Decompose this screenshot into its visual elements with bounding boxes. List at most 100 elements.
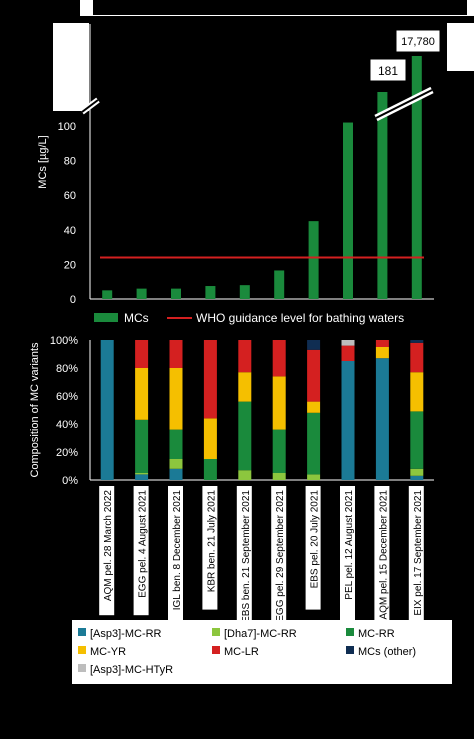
label-17780-box	[395, 29, 441, 53]
lower-y-tick-label: 20%	[56, 447, 78, 459]
legend-swatch	[78, 646, 86, 654]
legend-swatch	[212, 628, 220, 636]
stacked-segment	[272, 429, 286, 473]
upper-bar	[239, 285, 250, 299]
legend-label: [Asp3]-MC-RR	[90, 628, 162, 640]
stacked-segment	[307, 340, 321, 350]
legend-label-mcs: MCs	[124, 311, 149, 325]
stacked-segment	[307, 474, 321, 480]
upper-bar	[377, 92, 388, 299]
legend-label: MC-RR	[358, 628, 395, 640]
label-181-box	[369, 58, 407, 82]
legend-label: [Dha7]-MC-RR	[224, 628, 297, 640]
stacked-segment	[135, 474, 149, 480]
legend-swatch	[78, 664, 86, 672]
upper-bar	[308, 221, 319, 299]
category-label: PEL pel. 12 August 2021	[344, 490, 355, 600]
stacked-segment	[375, 358, 389, 480]
stacked-segment	[238, 372, 252, 402]
category-label: EBS ben. 21 September 2021	[241, 490, 252, 623]
lower-y-axis-label: Composition of MC variants	[29, 342, 41, 478]
upper-bar	[274, 270, 285, 299]
stacked-segment	[410, 411, 424, 469]
stacked-segment	[238, 340, 252, 373]
category-label-box	[99, 486, 115, 616]
legend-swatch	[212, 646, 220, 654]
stacked-segment	[341, 340, 355, 346]
stacked-segment	[410, 475, 424, 480]
legend-label: MCs (other)	[358, 646, 416, 658]
upper-y-axis-label: MCs [µg/L]	[37, 135, 49, 188]
upper-bar	[171, 288, 181, 299]
upper-y-tick-label: 80	[64, 156, 76, 168]
legend-label: MC-LR	[224, 646, 259, 658]
category-label: EGG pel. 4 August 2021	[138, 490, 149, 598]
stacked-segment	[203, 340, 217, 419]
upper-bar	[411, 56, 422, 299]
category-label: IGL ben. 8 December 2021	[172, 490, 183, 611]
category-label: AQM pel. 28 March 2022	[103, 490, 114, 602]
stacked-segment	[341, 361, 355, 480]
legend-swatch	[346, 628, 354, 636]
stacked-segment	[169, 429, 183, 459]
lower-legend-box	[72, 620, 452, 684]
upper-left-white-box	[51, 21, 91, 113]
category-label: EGG pel. 29 September 2021	[275, 490, 286, 622]
legend-swatch-mcs	[94, 313, 118, 322]
stacked-segment	[169, 468, 183, 480]
upper-bar	[102, 290, 113, 299]
lower-y-tick-label: 80%	[56, 363, 78, 375]
upper-bar	[343, 122, 353, 299]
upper-legend: MCs WHO guidance level for bathing water…	[94, 311, 404, 325]
category-label-box	[168, 486, 183, 621]
category-label-box	[271, 486, 287, 621]
category-label-box	[340, 486, 355, 621]
stacked-segment	[375, 340, 389, 347]
stacked-segment	[375, 347, 389, 359]
lower-y-tick-label: 60%	[56, 391, 78, 403]
data-label-17780: 17,780	[401, 36, 435, 48]
lower-y-tick-label: 40%	[56, 419, 78, 431]
stacked-segment	[135, 419, 149, 473]
legend-swatch	[346, 646, 354, 654]
stacked-segment	[135, 368, 149, 420]
upper-bar	[136, 288, 147, 299]
category-label-box	[236, 486, 252, 621]
data-label-181: 181	[378, 64, 398, 78]
axis-break-marker	[80, 86, 434, 122]
upper-y-tick-label: 60	[64, 190, 76, 202]
stacked-segment	[272, 376, 286, 430]
upper-y-tick-label: 0	[70, 294, 76, 306]
stacked-segment	[410, 468, 424, 476]
stacked-segment	[307, 349, 321, 402]
stacked-segment	[203, 418, 217, 459]
upper-y-tick-label: 20	[64, 259, 76, 271]
stacked-segment	[238, 401, 252, 471]
top-black-inset	[93, 0, 467, 15]
stacked-segment	[203, 459, 217, 480]
stacked-segment	[341, 345, 355, 361]
lower-y-tick-label: 0%	[62, 475, 78, 487]
stacked-segment	[169, 459, 183, 469]
upper-y-tick-label: 100	[58, 121, 76, 133]
stacked-segment	[238, 470, 252, 480]
stacked-segment	[410, 342, 424, 373]
legend-swatch	[78, 628, 86, 636]
stacked-segment	[272, 340, 286, 377]
category-label-box	[202, 486, 218, 610]
category-label: KBR ben. 21 July 2021	[206, 490, 217, 593]
category-label: EIX pel. 17 September 2021	[413, 490, 424, 616]
upper-bar	[205, 286, 216, 299]
legend-label: [Asp3]-MC-HTyR	[90, 664, 173, 676]
stacked-segment	[307, 412, 321, 475]
lower-y-tick-label: 100%	[50, 335, 78, 347]
category-label-box	[305, 486, 321, 610]
category-label-box	[408, 486, 424, 621]
category-label-box	[374, 486, 390, 621]
upper-right-white-box	[445, 21, 474, 73]
stacked-segment	[135, 473, 149, 475]
legend-label-who: WHO guidance level for bathing waters	[196, 311, 404, 325]
upper-y-tick-label: 40	[64, 225, 76, 237]
legend-label: MC-YR	[90, 646, 126, 658]
